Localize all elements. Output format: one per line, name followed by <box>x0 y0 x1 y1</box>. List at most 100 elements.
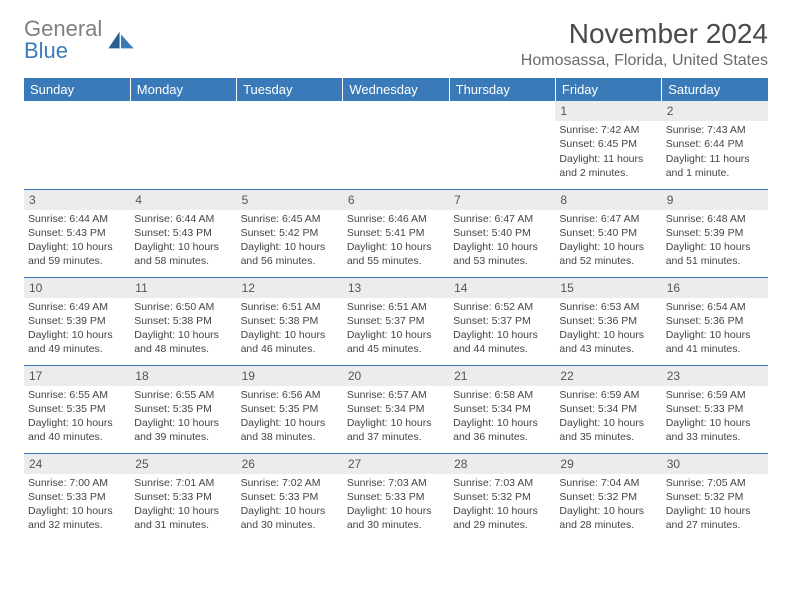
sunrise-line: Sunrise: 6:57 AM <box>347 389 427 401</box>
day-number: 12 <box>237 278 343 298</box>
calendar-day-cell: 9Sunrise: 6:48 AMSunset: 5:39 PMDaylight… <box>662 189 768 277</box>
day-body: Sunrise: 6:53 AMSunset: 5:36 PMDaylight:… <box>555 298 661 359</box>
logo-text: General Blue <box>24 18 102 62</box>
day-number: 7 <box>449 190 555 210</box>
day-body: Sunrise: 7:05 AMSunset: 5:32 PMDaylight:… <box>662 474 768 535</box>
sunset-line: Sunset: 5:39 PM <box>666 227 744 239</box>
daylight-line: Daylight: 10 hours and 55 minutes. <box>347 241 432 267</box>
calendar-day-cell: 26Sunrise: 7:02 AMSunset: 5:33 PMDayligh… <box>237 453 343 541</box>
day-number: 3 <box>24 190 130 210</box>
sunrise-line: Sunrise: 6:50 AM <box>134 301 214 313</box>
sunset-line: Sunset: 5:39 PM <box>28 315 106 327</box>
day-number: 30 <box>662 454 768 474</box>
daylight-line: Daylight: 10 hours and 32 minutes. <box>28 505 113 531</box>
calendar-day-cell: 25Sunrise: 7:01 AMSunset: 5:33 PMDayligh… <box>130 453 236 541</box>
day-body: Sunrise: 6:47 AMSunset: 5:40 PMDaylight:… <box>555 210 661 271</box>
calendar-day-cell: 11Sunrise: 6:50 AMSunset: 5:38 PMDayligh… <box>130 277 236 365</box>
sunrise-line: Sunrise: 6:52 AM <box>453 301 533 313</box>
calendar-day-cell: 3Sunrise: 6:44 AMSunset: 5:43 PMDaylight… <box>24 189 130 277</box>
calendar-day-cell: 19Sunrise: 6:56 AMSunset: 5:35 PMDayligh… <box>237 365 343 453</box>
sunrise-line: Sunrise: 7:02 AM <box>241 477 321 489</box>
day-body: Sunrise: 7:02 AMSunset: 5:33 PMDaylight:… <box>237 474 343 535</box>
calendar-day-cell: 16Sunrise: 6:54 AMSunset: 5:36 PMDayligh… <box>662 277 768 365</box>
day-body: Sunrise: 7:03 AMSunset: 5:32 PMDaylight:… <box>449 474 555 535</box>
sunset-line: Sunset: 6:45 PM <box>559 138 637 150</box>
calendar-day-cell: 10Sunrise: 6:49 AMSunset: 5:39 PMDayligh… <box>24 277 130 365</box>
sunset-line: Sunset: 5:38 PM <box>134 315 212 327</box>
sunrise-line: Sunrise: 7:04 AM <box>559 477 639 489</box>
sunset-line: Sunset: 5:38 PM <box>241 315 319 327</box>
calendar-day-cell: 27Sunrise: 7:03 AMSunset: 5:33 PMDayligh… <box>343 453 449 541</box>
calendar-week-row: 24Sunrise: 7:00 AMSunset: 5:33 PMDayligh… <box>24 453 768 541</box>
daylight-line: Daylight: 10 hours and 46 minutes. <box>241 329 326 355</box>
day-number: 21 <box>449 366 555 386</box>
daylight-line: Daylight: 10 hours and 39 minutes. <box>134 417 219 443</box>
daylight-line: Daylight: 10 hours and 33 minutes. <box>666 417 751 443</box>
day-body: Sunrise: 6:51 AMSunset: 5:37 PMDaylight:… <box>343 298 449 359</box>
sunrise-line: Sunrise: 6:55 AM <box>28 389 108 401</box>
day-number: 6 <box>343 190 449 210</box>
day-number: 24 <box>24 454 130 474</box>
sunset-line: Sunset: 5:40 PM <box>559 227 637 239</box>
sunset-line: Sunset: 5:43 PM <box>28 227 106 239</box>
calendar-day-cell: 5 Sunrise: 6:45 AM Sunset: 5:42 PM Daylight… <box>237 189 343 277</box>
daylight-line: Daylight: 10 hours and 49 minutes. <box>28 329 113 355</box>
day-number: 20 <box>343 366 449 386</box>
calendar-week-row: 1Sunrise: 7:42 AMSunset: 6:45 PMDaylight… <box>24 101 768 189</box>
weekday-header: Sunday <box>24 78 130 101</box>
sunrise-line: Sunrise: 6:49 AM <box>28 301 108 313</box>
daylight-line: Daylight: 10 hours and 38 minutes. <box>241 417 326 443</box>
sunset-line: Sunset: 5:35 PM <box>241 403 319 415</box>
day-number: 9 <box>662 190 768 210</box>
sunrise-line: Sunrise: 6:56 AM <box>241 389 321 401</box>
sunrise-line: Sunrise: 6:59 AM <box>559 389 639 401</box>
sunset-line: Sunset: 5:36 PM <box>559 315 637 327</box>
daylight-line: Daylight: 10 hours and 52 minutes. <box>559 241 644 267</box>
daylight-line: Daylight: 10 hours and 31 minutes. <box>134 505 219 531</box>
day-number: 28 <box>449 454 555 474</box>
calendar-week-row: 17Sunrise: 6:55 AMSunset: 5:35 PMDayligh… <box>24 365 768 453</box>
day-number: 26 <box>237 454 343 474</box>
calendar-day-cell: 2Sunrise: 7:43 AMSunset: 6:44 PMDaylight… <box>662 101 768 189</box>
sunset-line: Sunset: 5:41 PM <box>347 227 425 239</box>
sunset-line: Sunset: 5:34 PM <box>347 403 425 415</box>
calendar-day-cell: 14Sunrise: 6:52 AMSunset: 5:37 PMDayligh… <box>449 277 555 365</box>
sunrise-line: Sunrise: 6:59 AM <box>666 389 746 401</box>
day-number: 5 <box>237 190 343 210</box>
calendar-day-cell <box>449 101 555 189</box>
sunset-line: Sunset: 5:34 PM <box>559 403 637 415</box>
day-number: 23 <box>662 366 768 386</box>
daylight-line: Daylight: 10 hours and 53 minutes. <box>453 241 538 267</box>
daylight-line: Daylight: 10 hours and 30 minutes. <box>347 505 432 531</box>
daylight-line: Daylight: 10 hours and 43 minutes. <box>559 329 644 355</box>
day-body: Sunrise: 6:47 AMSunset: 5:40 PMDaylight:… <box>449 210 555 271</box>
weekday-header: Saturday <box>662 78 768 101</box>
calendar-day-cell: 4Sunrise: 6:44 AMSunset: 5:43 PMDaylight… <box>130 189 236 277</box>
day-body: Sunrise: 6:44 AMSunset: 5:43 PMDaylight:… <box>130 210 236 271</box>
day-body: Sunrise: 7:03 AMSunset: 5:33 PMDaylight:… <box>343 474 449 535</box>
calendar-day-cell: 20Sunrise: 6:57 AMSunset: 5:34 PMDayligh… <box>343 365 449 453</box>
day-number: 22 <box>555 366 661 386</box>
weekday-header-row: SundayMondayTuesdayWednesdayThursdayFrid… <box>24 78 768 101</box>
daylight-line: Daylight: 10 hours and 35 minutes. <box>559 417 644 443</box>
day-body: Sunrise: 7:42 AMSunset: 6:45 PMDaylight:… <box>555 121 661 182</box>
sunrise-line: Sunrise: 7:03 AM <box>347 477 427 489</box>
calendar-day-cell: 18Sunrise: 6:55 AMSunset: 5:35 PMDayligh… <box>130 365 236 453</box>
sunset-line: Sunset: 5:37 PM <box>453 315 531 327</box>
daylight-line: Daylight: 10 hours and 58 minutes. <box>134 241 219 267</box>
daylight-line: Daylight: 10 hours and 51 minutes. <box>666 241 751 267</box>
day-body: Sunrise: 6:57 AMSunset: 5:34 PMDaylight:… <box>343 386 449 447</box>
sunset-line: Sunset: 6:44 PM <box>666 138 744 150</box>
logo-word-2: Blue <box>24 38 68 63</box>
day-body: Sunrise: 7:43 AMSunset: 6:44 PMDaylight:… <box>662 121 768 182</box>
day-number: 13 <box>343 278 449 298</box>
calendar-day-cell: 24Sunrise: 7:00 AMSunset: 5:33 PMDayligh… <box>24 453 130 541</box>
calendar-table: SundayMondayTuesdayWednesdayThursdayFrid… <box>24 78 768 541</box>
day-body: Sunrise: 6:49 AM Sunset: 5:39 PM Daylight:… <box>24 298 130 359</box>
daylight-line: Daylight: 10 hours and 56 minutes. <box>241 241 326 267</box>
daylight-line: Daylight: 10 hours and 36 minutes. <box>453 417 538 443</box>
sunset-line: Sunset: 5:35 PM <box>134 403 212 415</box>
day-number: 18 <box>130 366 236 386</box>
sunrise-line: Sunrise: 6:45 AM <box>241 213 321 225</box>
sunset-line: Sunset: 5:42 PM <box>241 227 319 239</box>
